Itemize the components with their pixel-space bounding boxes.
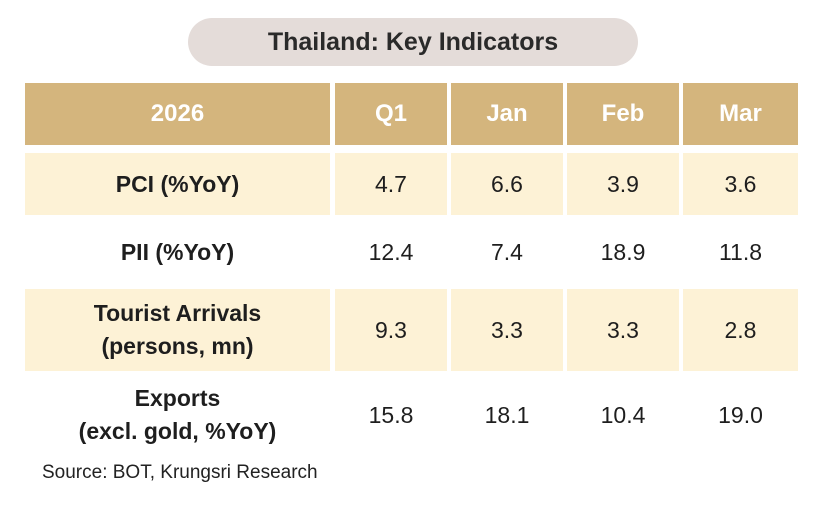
- row-label-line: Tourist Arrivals: [93, 300, 262, 326]
- row-label: PII (%YoY): [25, 220, 330, 284]
- value-text: 9.3: [375, 316, 407, 343]
- value-text: 3.6: [724, 170, 757, 197]
- value-cell: 7.4: [451, 220, 563, 284]
- value-text: 3.3: [607, 316, 639, 343]
- value-text: 6.6: [491, 170, 523, 197]
- row-label: Exports (excl. gold, %YoY): [25, 375, 330, 455]
- value-cell: 12.4: [335, 220, 447, 284]
- header-text: 2026: [150, 100, 205, 127]
- value-cell: 18.9: [567, 220, 679, 284]
- value-text: 18.9: [600, 238, 646, 265]
- header-text: Q1: [374, 100, 407, 127]
- header-text: Jan: [486, 100, 528, 127]
- value-text: 10.4: [600, 401, 646, 428]
- value-text: 12.4: [368, 238, 414, 265]
- row-label: Tourist Arrivals (persons, mn): [25, 289, 330, 371]
- header-text: Feb: [601, 100, 645, 127]
- header-cell: Feb: [567, 83, 679, 145]
- value-cell: 3.9: [567, 153, 679, 215]
- header-text: Mar: [719, 100, 762, 127]
- value-text: 15.8: [368, 401, 414, 428]
- header-cell: Mar: [683, 83, 798, 145]
- value-cell: 4.7: [335, 153, 447, 215]
- title: Thailand: Key Indicators: [188, 18, 638, 66]
- value-cell: 3.3: [451, 289, 563, 371]
- value-text: 11.8: [718, 238, 763, 265]
- value-text: 2.8: [724, 316, 757, 343]
- value-cell: 10.4: [567, 375, 679, 455]
- row-label-line: Exports: [134, 385, 221, 411]
- value-text: 7.4: [491, 238, 523, 265]
- value-text: 4.7: [375, 170, 407, 197]
- value-cell: 6.6: [451, 153, 563, 215]
- value-cell: 9.3: [335, 289, 447, 371]
- value-cell: 3.3: [567, 289, 679, 371]
- value-text: 18.1: [484, 401, 530, 428]
- header-cell: 2026: [25, 83, 330, 145]
- row-label: PCI (%YoY): [25, 153, 330, 215]
- row-label-line: (persons, mn): [101, 333, 254, 359]
- value-cell: 2.8: [683, 289, 798, 371]
- value-cell: 3.6: [683, 153, 798, 215]
- source: Source: BOT, Krungsri Research: [42, 462, 318, 483]
- row-label-line: PCI (%YoY): [115, 170, 240, 197]
- value-cell: 18.1: [451, 375, 563, 455]
- header-cell: Jan: [451, 83, 563, 145]
- row-label-line: PII (%YoY): [120, 238, 235, 265]
- value-text: 3.3: [491, 316, 523, 343]
- value-cell: 19.0: [683, 375, 798, 455]
- value-cell: 15.8: [335, 375, 447, 455]
- row-label-line: (excl. gold, %YoY): [78, 418, 277, 444]
- value-text: 3.9: [607, 170, 639, 197]
- header-cell: Q1: [335, 83, 447, 145]
- value-cell: 11.8: [683, 220, 798, 284]
- value-text: 19.0: [718, 401, 763, 428]
